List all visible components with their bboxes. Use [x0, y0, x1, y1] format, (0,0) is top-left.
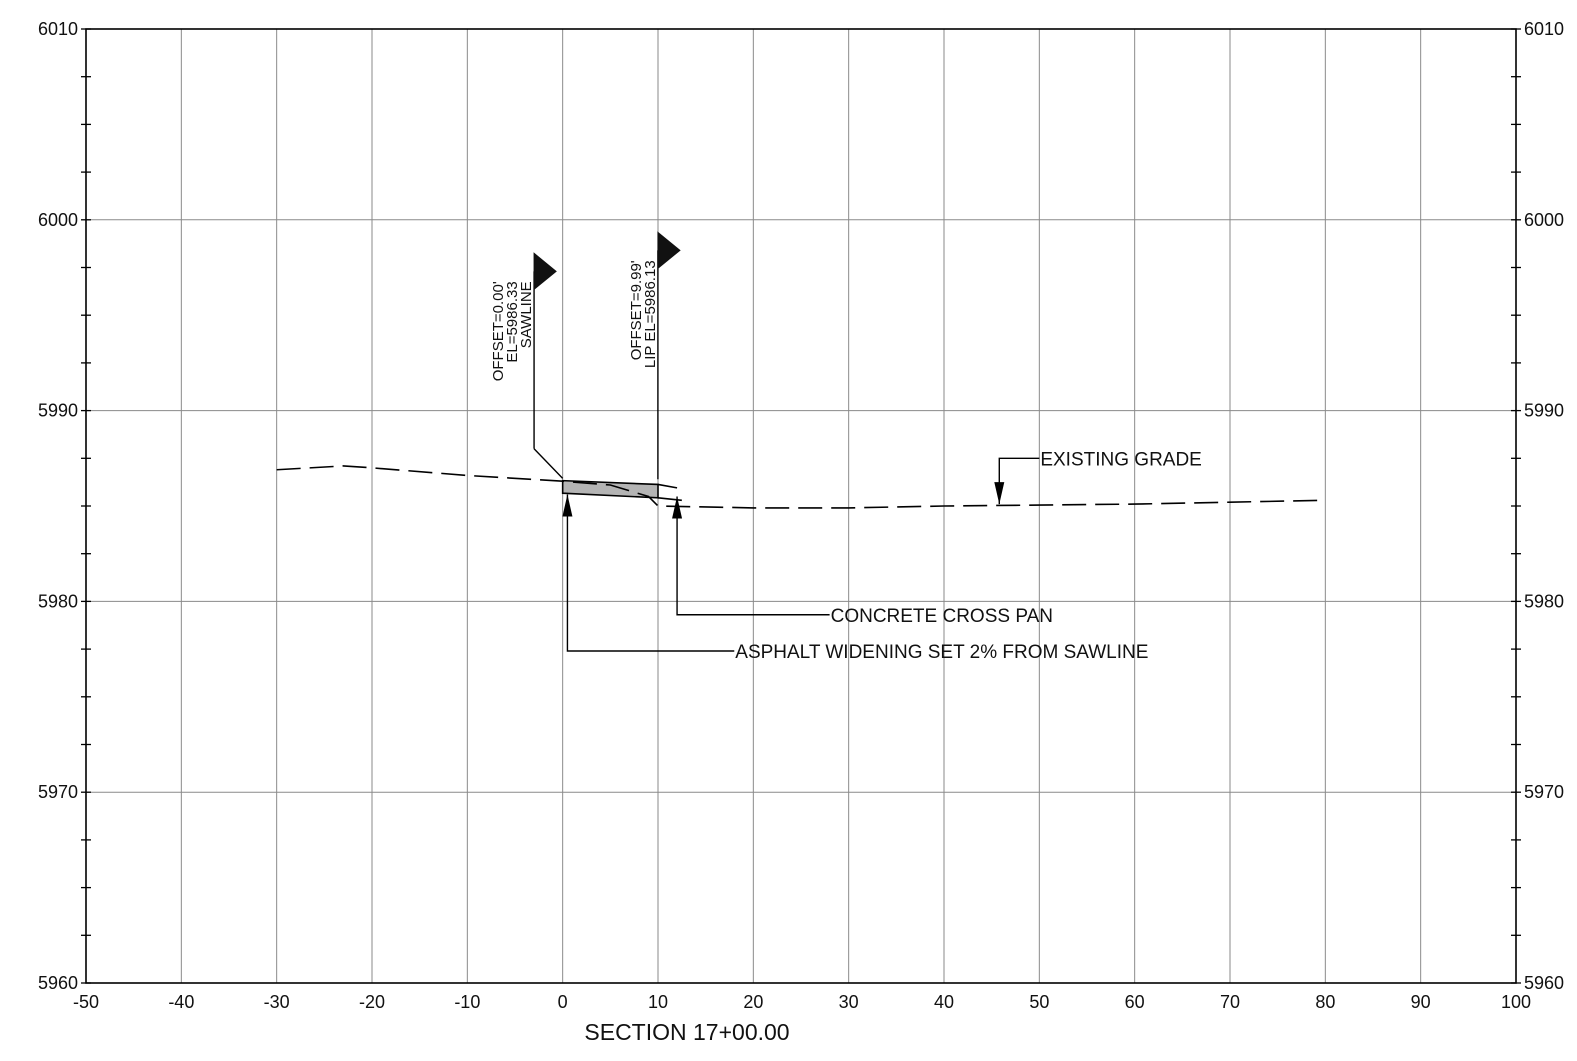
y-tick-labels: 5960 5960 5970 5970 5980 5980 5990 5990 6000 6000… [38, 19, 1564, 993]
existing-grade-layer [276, 465, 1326, 509]
x-tick-label: 50 [1029, 992, 1049, 1012]
y-tick-label-left: 5980 [38, 591, 78, 611]
marker-label-line: OFFSET=9.99' [628, 260, 645, 360]
y-tick-label-right: 5980 [1524, 591, 1564, 611]
y-tick-label-right: 5960 [1524, 973, 1564, 993]
callout-leader [566, 494, 735, 652]
x-tick-label: 20 [743, 992, 763, 1012]
flag-icon [533, 252, 557, 291]
y-tick-label-left: 5960 [38, 973, 78, 993]
marker-label-line: OFFSET=0.00' [490, 281, 507, 381]
x-tick-label: 40 [934, 992, 954, 1012]
plot-border [85, 28, 1517, 984]
callout-leader [998, 457, 1040, 505]
y-tick-label-right: 5970 [1524, 782, 1564, 802]
x-tick-label: 90 [1411, 992, 1431, 1012]
x-tick-label: 30 [839, 992, 859, 1012]
y-tick-label-right: 5990 [1524, 401, 1564, 421]
arrowhead-icon [672, 496, 683, 519]
x-tick-label: -30 [264, 992, 290, 1012]
callout-label: ASPHALT WIDENING SET 2% FROM SAWLINE [735, 642, 1148, 663]
x-tick-label: 70 [1220, 992, 1240, 1012]
y-tick-label-left: 5970 [38, 782, 78, 802]
x-tick-label: 80 [1315, 992, 1335, 1012]
y-tick-label-right: 6010 [1524, 19, 1564, 39]
pavement-shapes [561, 479, 682, 502]
callouts: EXISTING GRADE CONCRETE CROSS PAN ASPHALT … [562, 449, 1202, 663]
existing-grade-line [276, 465, 1326, 509]
arrowhead-icon [562, 494, 573, 517]
x-tick-label: -10 [454, 992, 480, 1012]
marker-label-line: EL=5986.33 [504, 281, 521, 362]
x-tick-label: 0 [558, 992, 568, 1012]
x-tick-label: -50 [73, 992, 99, 1012]
callout-leader [676, 496, 830, 616]
x-tick-labels: -50 -40 -30 -20 -10 0 10 20 30 40 50 60 70 80 90 100 [73, 992, 1531, 1012]
grid [86, 29, 1516, 983]
plot-frame [81, 28, 1521, 984]
arrowhead-icon [994, 482, 1005, 505]
x-tick-label: -20 [359, 992, 385, 1012]
y-tick-label-left: 6010 [38, 19, 78, 39]
x-tick-label: 60 [1125, 992, 1145, 1012]
x-tick-label: -40 [168, 992, 194, 1012]
marker-label-line: LIP EL=5986.13 [642, 260, 659, 368]
callout-label: EXISTING GRADE [1040, 449, 1202, 470]
marker-label-line: SAWLINE [518, 281, 535, 348]
y-tick-label-left: 5990 [38, 401, 78, 421]
y-tick-label-left: 6000 [38, 210, 78, 230]
concrete-cross-pan-bottom [657, 496, 682, 502]
x-tick-label: 10 [648, 992, 668, 1012]
concrete-cross-pan-top [657, 483, 678, 489]
marker-leader-kink [533, 448, 564, 479]
section-title: SECTION 17+00.00 [584, 1019, 789, 1045]
y-tick-label-right: 6000 [1524, 210, 1564, 230]
callout-label: CONCRETE CROSS PAN [831, 606, 1053, 627]
flag-icon [657, 231, 681, 270]
x-tick-label: 100 [1501, 992, 1531, 1012]
